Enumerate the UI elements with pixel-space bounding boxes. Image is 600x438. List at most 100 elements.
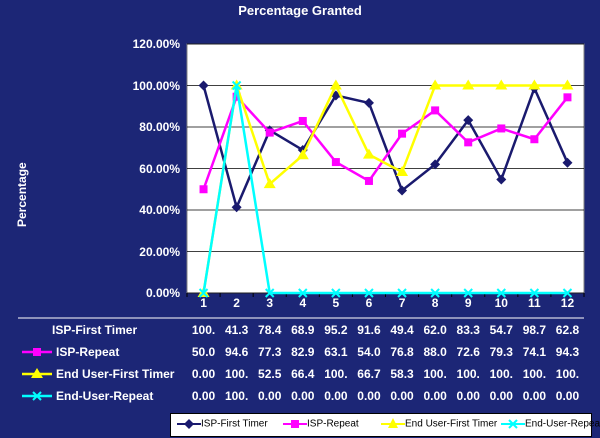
data-point-end-user-repeat — [529, 288, 540, 298]
legend-label: ISP-Repeat — [307, 418, 359, 430]
x-tick-label: 7 — [398, 296, 406, 310]
table-cell: 66.4 — [291, 367, 315, 381]
table-cell: 50.0 — [191, 345, 216, 359]
table-cell: 62.8 — [555, 323, 580, 337]
x-tick-label: 8 — [431, 296, 439, 310]
y-tick-label: 40.00% — [139, 203, 180, 217]
legend-item: ISP-First Timer — [177, 418, 268, 430]
table-cell: 63.1 — [324, 345, 348, 359]
data-point-isp-repeat — [298, 116, 307, 125]
data-point-end-user-repeat — [231, 80, 242, 91]
data-point-end-user-first-timer — [263, 178, 276, 189]
table-cell: 95.2 — [324, 323, 348, 337]
y-tick-label: 120.00% — [132, 37, 180, 51]
table-cell: 79.3 — [489, 345, 513, 359]
series-line-isp-first-timer — [202, 84, 569, 212]
legend-item: End-User-Repeat — [501, 418, 600, 430]
table-cell: 0.00 — [324, 389, 348, 403]
table-cell: 91.6 — [357, 323, 381, 337]
data-point-isp-first-timer — [198, 80, 209, 91]
table-cell: 98.7 — [522, 323, 547, 337]
table-cell: 0.00 — [258, 389, 282, 403]
data-point-end-user-repeat — [496, 288, 506, 298]
data-point-end-user-repeat — [562, 288, 573, 298]
table-cell: 78.4 — [258, 323, 282, 337]
table-cell: 100. — [423, 367, 447, 381]
x-tick-label: 11 — [528, 296, 541, 310]
table-cell: 0.00 — [522, 389, 547, 403]
x-tick-label: 3 — [266, 296, 274, 310]
data-point-isp-repeat — [364, 176, 373, 185]
y-tick-label: 60.00% — [139, 161, 180, 176]
table-cell: 72.6 — [456, 345, 480, 359]
legend-item: ISP-Repeat — [283, 418, 359, 430]
data-point-isp-first-timer — [231, 202, 242, 213]
y-tick-label: 20.00% — [139, 244, 180, 259]
legend-swatch — [177, 419, 201, 429]
chart-title: Percentage Granted — [238, 3, 362, 18]
table-cell: 77.3 — [258, 345, 282, 359]
legend-swatch — [381, 418, 405, 428]
x-tick-label: 2 — [233, 296, 240, 310]
table-cell: 88.0 — [423, 345, 447, 359]
table-cell: 68.9 — [291, 323, 315, 337]
table-cell: 54.0 — [357, 345, 381, 359]
data-point-isp-repeat — [232, 92, 241, 101]
data-point-isp-first-timer — [430, 159, 441, 170]
x-tick-label: 6 — [365, 296, 373, 310]
table-cell: 41.3 — [224, 323, 249, 337]
data-point-end-user-repeat — [198, 288, 209, 298]
table-key-marker-end-user-first-timer — [31, 368, 43, 378]
data-point-isp-repeat — [398, 129, 407, 138]
table-row-label: ISP-Repeat — [56, 345, 120, 359]
table-cell: 100. — [324, 367, 348, 381]
table-cell: 58.3 — [390, 367, 414, 381]
data-point-end-user-first-timer — [362, 148, 375, 159]
table-cell: 0.00 — [357, 389, 381, 403]
data-point-end-user-first-timer — [495, 79, 508, 90]
data-point-isp-repeat — [199, 185, 208, 194]
table-cell: 76.8 — [390, 345, 414, 359]
x-tick-label: 12 — [560, 296, 575, 310]
data-point-isp-repeat — [331, 158, 340, 167]
table-row-label: End-User-Repeat — [56, 389, 154, 403]
data-point-end-user-first-timer — [561, 79, 574, 90]
table-cell: 94.6 — [224, 345, 249, 359]
table-cell: 0.00 — [191, 389, 216, 403]
table-cell: 0.00 — [390, 389, 414, 403]
data-point-isp-first-timer — [363, 97, 374, 108]
data-point-end-user-repeat — [298, 288, 308, 298]
table-cell: 0.00 — [555, 389, 580, 403]
table-cell: 52.5 — [258, 367, 282, 381]
table-cell: 0.00 — [291, 389, 315, 403]
data-point-end-user-repeat — [331, 288, 341, 298]
data-point-isp-repeat — [464, 138, 473, 147]
legend-swatch — [283, 420, 307, 428]
table-cell: 74.1 — [522, 345, 547, 359]
series-line-isp-repeat — [202, 94, 569, 190]
table-cell: 0.00 — [423, 389, 447, 403]
table-cell: 82.9 — [291, 345, 315, 359]
table-cell: 100. — [522, 367, 547, 381]
legend-label: End-User-Repeat — [525, 418, 600, 430]
data-point-isp-repeat — [265, 128, 274, 137]
data-point-end-user-first-timer — [296, 149, 309, 160]
legend-label: End User-First Timer — [405, 418, 498, 430]
series-line-end-user-first-timer — [202, 82, 568, 294]
y-tick-label: 80.00% — [139, 120, 180, 134]
data-point-isp-first-timer — [463, 115, 474, 126]
table-cell: 62.0 — [423, 323, 447, 337]
legend-label: ISP-First Timer — [201, 418, 268, 430]
x-tick-label: 1 — [200, 296, 207, 310]
y-tick-label: 100.00% — [132, 78, 180, 93]
x-tick-label: 10 — [494, 296, 508, 310]
data-point-end-user-first-timer — [396, 166, 409, 177]
table-cell: 0.00 — [191, 367, 216, 381]
data-point-isp-repeat — [497, 124, 506, 133]
table-cell: 100. — [456, 367, 480, 381]
data-point-end-user-repeat — [430, 288, 440, 298]
y-tick-label: 0.00% — [145, 286, 180, 300]
data-point-isp-repeat — [431, 106, 440, 115]
table-cell: 0.00 — [489, 389, 513, 403]
